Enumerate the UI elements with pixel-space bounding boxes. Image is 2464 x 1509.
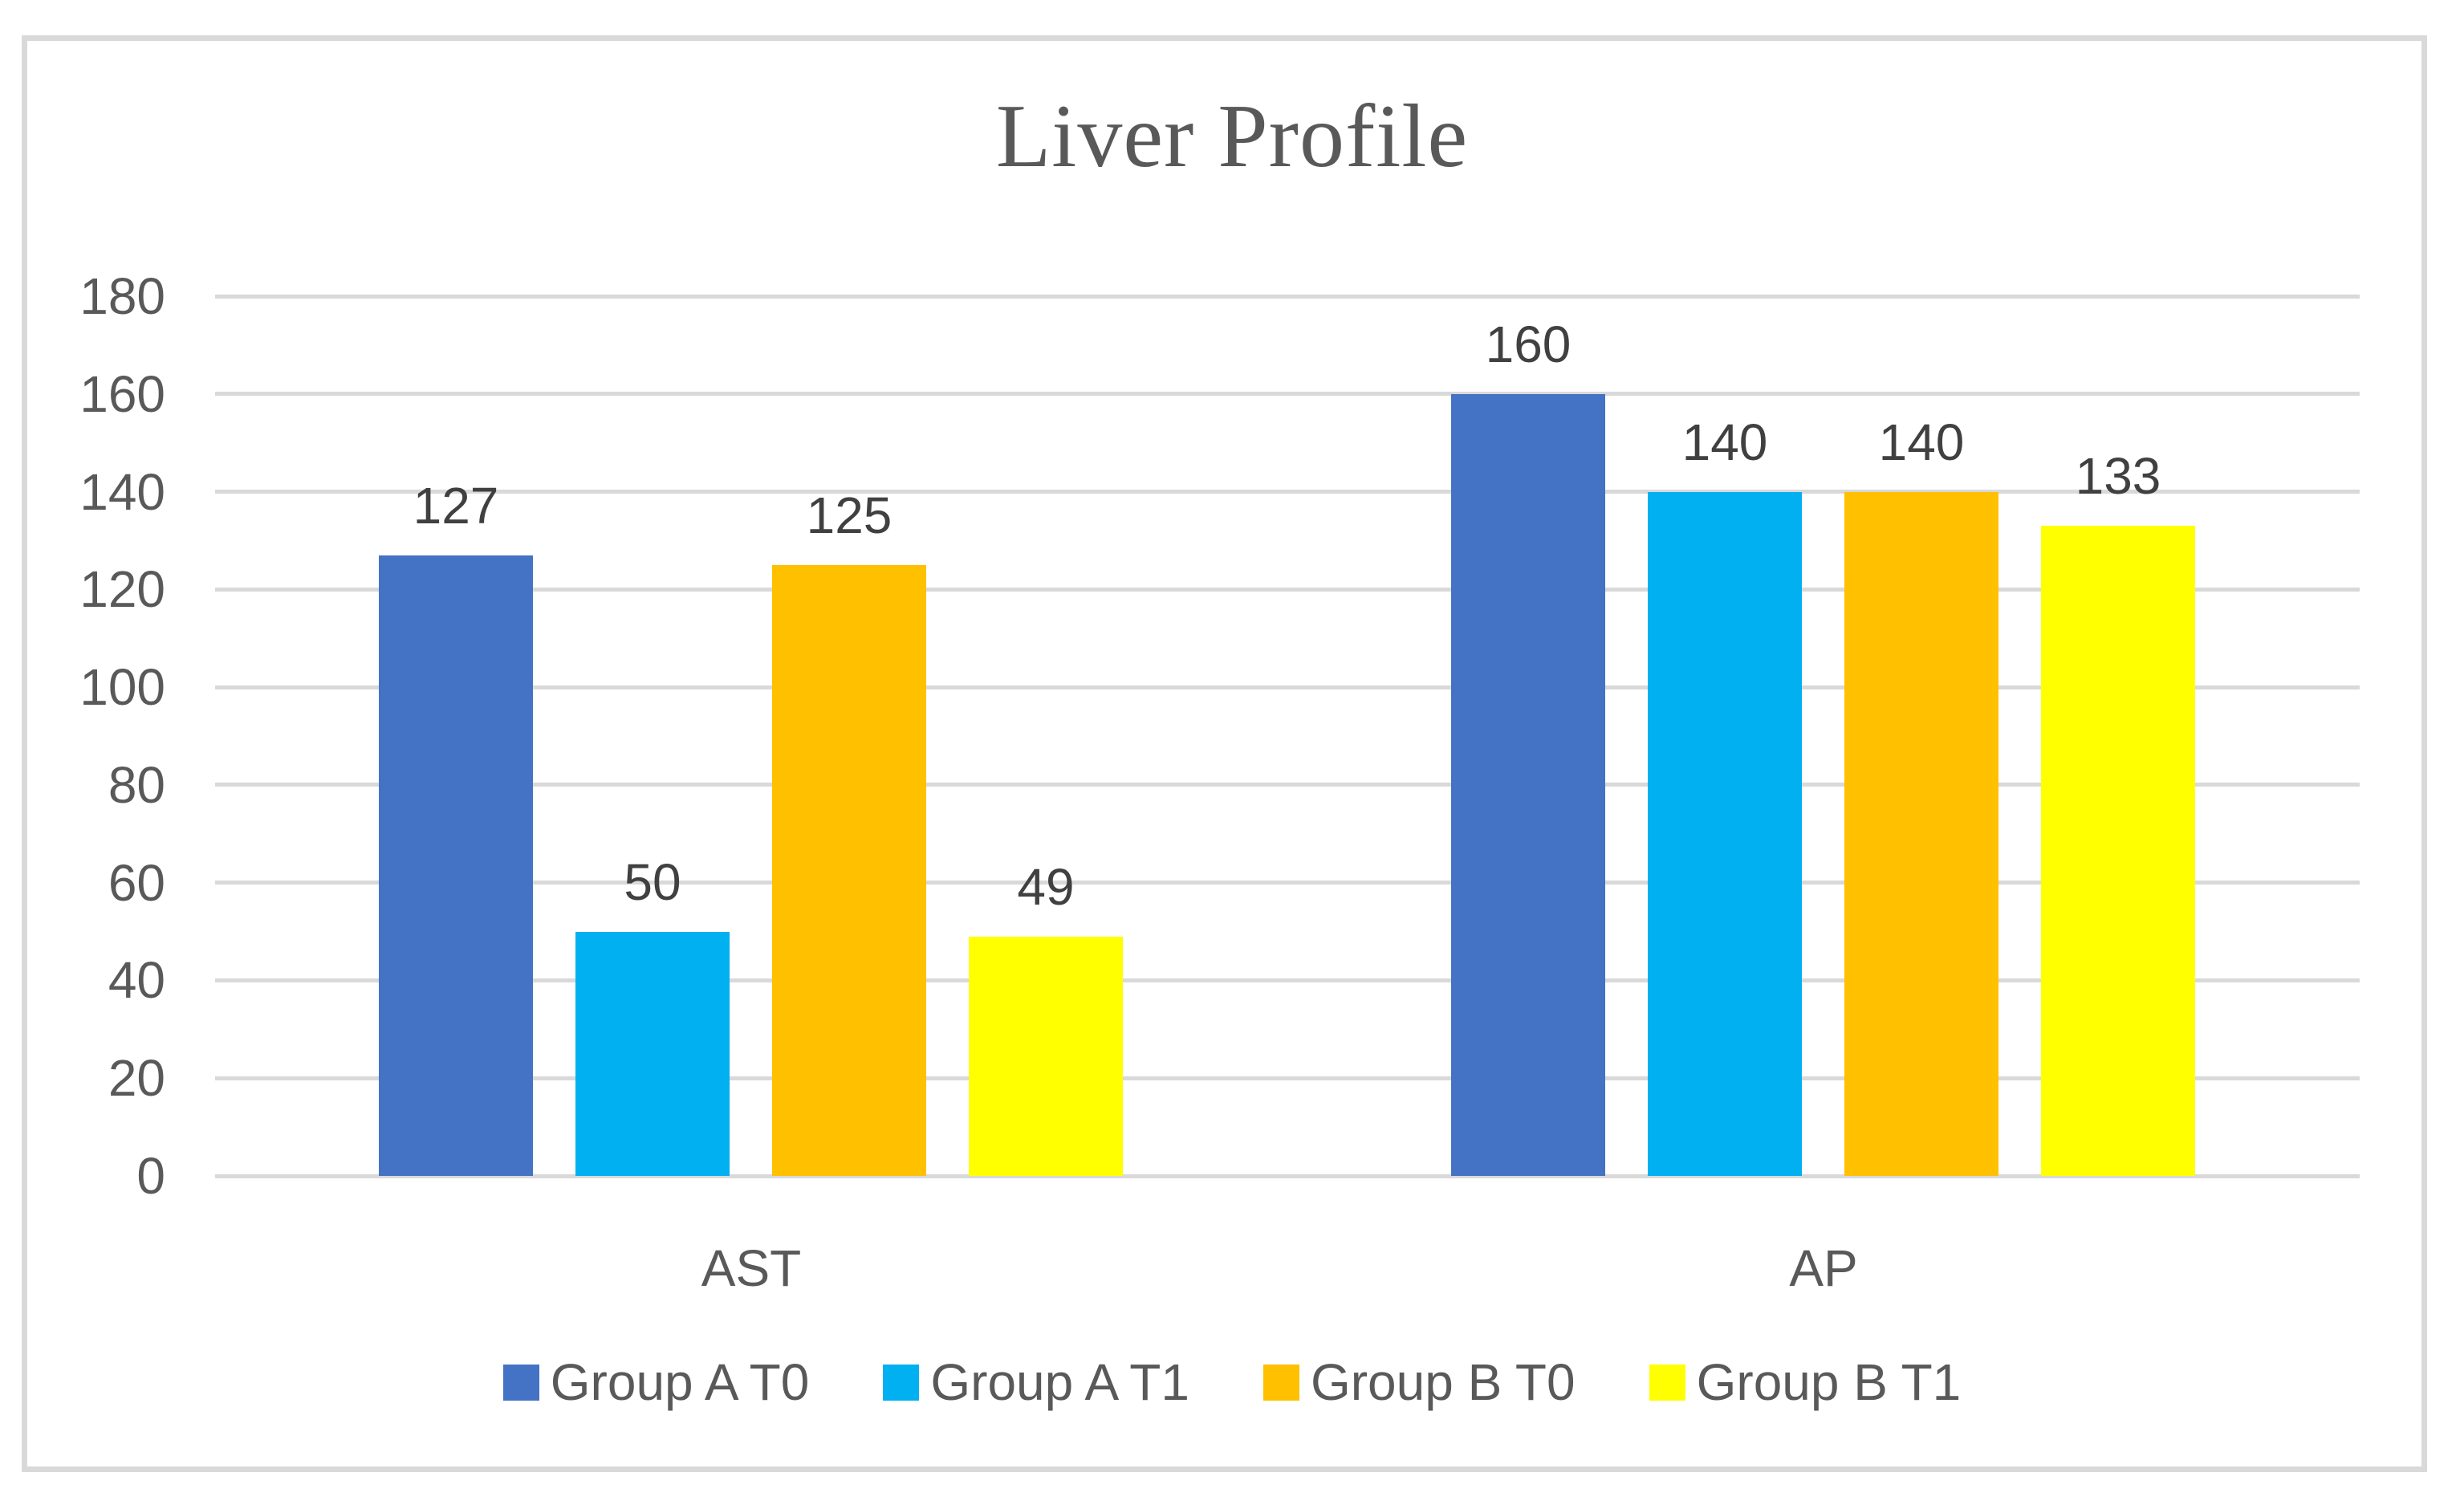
data-label: 140 — [1681, 413, 1768, 471]
y-axis-tick-label: 120 — [79, 560, 165, 619]
y-axis-tick-label: 40 — [108, 951, 165, 1010]
y-axis-tick-label: 60 — [108, 853, 165, 912]
bar-group-b-t0-ap — [1844, 491, 1998, 1176]
legend-label: Group A T0 — [550, 1353, 810, 1411]
legend-swatch-icon — [883, 1364, 920, 1401]
y-axis-tick-label: 20 — [108, 1049, 165, 1108]
legend: Group A T0 Group A T1 Group B T0 Group B T1 — [0, 1350, 2464, 1414]
legend-label: Group A T1 — [930, 1353, 1189, 1411]
legend-swatch-icon — [1262, 1364, 1299, 1401]
bar-group-a-t0-ast — [379, 555, 533, 1176]
gridline-y-120 — [215, 587, 2360, 592]
y-axis-tick-label: 80 — [108, 755, 165, 814]
y-axis-tick-label: 140 — [79, 462, 165, 521]
data-label: 49 — [1017, 857, 1075, 916]
y-axis-tick-label: 180 — [79, 267, 165, 325]
legend-item-group-b-t0: Group B T0 — [1262, 1353, 1576, 1411]
legend-item-group-a-t1: Group A T1 — [883, 1353, 1189, 1411]
data-label: 125 — [806, 486, 892, 544]
data-label: 133 — [2075, 447, 2161, 506]
gridline-y-20 — [215, 1076, 2360, 1080]
data-label: 50 — [624, 852, 681, 911]
plot-area: 0 20 40 60 80 100 120 140 160 180 127 50 125 49 160 140… — [79, 270, 2360, 1202]
gridline-y-160 — [215, 392, 2360, 397]
legend-item-group-b-t1: Group B T1 — [1649, 1353, 1962, 1411]
legend-swatch-icon — [502, 1364, 539, 1401]
y-axis-tick-label: 0 — [136, 1147, 165, 1205]
gridline-y-180 — [215, 294, 2360, 299]
y-axis-tick-label: 100 — [79, 658, 165, 717]
x-axis-category-label-ap: AP — [1789, 1239, 1858, 1297]
gridline-y-140 — [215, 490, 2360, 494]
bar-group-a-t1-ap — [1648, 491, 1802, 1176]
bar-group-b-t0-ast — [772, 564, 926, 1176]
legend-label: Group B T0 — [1310, 1353, 1576, 1411]
bar-group-a-t0-ap — [1451, 393, 1605, 1176]
data-label: 127 — [413, 476, 499, 535]
bar-group-a-t1-ast — [575, 931, 730, 1176]
gridline-y-40 — [215, 978, 2360, 982]
data-label: 160 — [1485, 315, 1572, 373]
bar-group-b-t1-ast — [969, 936, 1123, 1176]
legend-item-group-a-t0: Group A T0 — [502, 1353, 810, 1411]
x-axis-category-label-ast: AST — [701, 1239, 802, 1297]
gridline-y-80 — [215, 783, 2360, 787]
legend-label: Group B T1 — [1696, 1353, 1962, 1411]
data-label: 140 — [1878, 413, 1965, 471]
bar-group-b-t1-ap — [2041, 526, 2195, 1176]
legend-swatch-icon — [1649, 1364, 1685, 1401]
gridline-y-100 — [215, 685, 2360, 689]
chart-title: Liver Profile — [995, 87, 1469, 186]
y-axis-tick-label: 160 — [79, 364, 165, 423]
gridline-y-0 — [215, 1173, 2360, 1178]
gridline-y-60 — [215, 881, 2360, 885]
